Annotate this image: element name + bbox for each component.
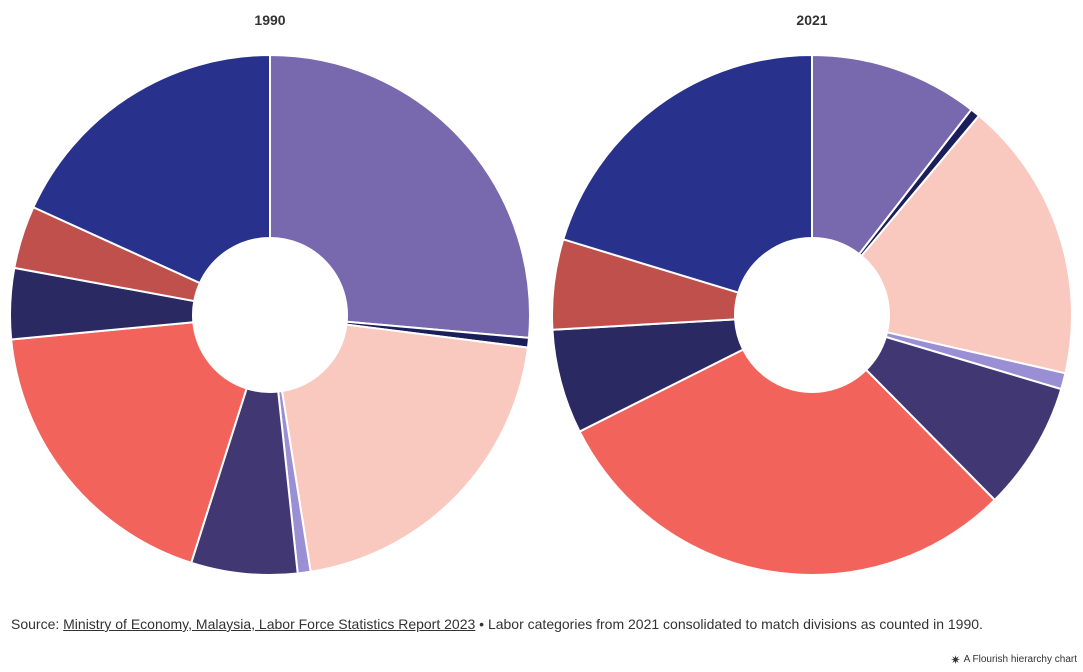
- source-link[interactable]: Ministry of Economy, Malaysia, Labor For…: [63, 616, 476, 632]
- pie-slice-2021-6[interactable]: [578, 348, 996, 576]
- chart-area: 1990 2021: [9, 12, 1073, 576]
- source-note: • Labor categories from 2021 consolidate…: [475, 616, 983, 632]
- source-prefix: Source:: [11, 616, 64, 632]
- flourish-credit[interactable]: ✷ A Flourish hierarchy chart: [950, 652, 1077, 667]
- credit-text: A Flourish hierarchy chart: [963, 654, 1077, 665]
- pie-slice-2021-3[interactable]: [860, 114, 1073, 375]
- source-footer: Source: Ministry of Economy, Malaysia, L…: [11, 616, 1071, 632]
- donut-charts: 1990 2021: [9, 12, 1073, 576]
- pie-slice-1990-9[interactable]: [32, 54, 271, 285]
- pie-slice-1990-3[interactable]: [281, 323, 529, 573]
- pie-slice-1990-1[interactable]: [269, 54, 531, 339]
- pie-slice-1990-6[interactable]: [10, 321, 248, 564]
- chart-title-2021: 2021: [796, 12, 827, 28]
- chart-title-1990: 1990: [254, 12, 285, 28]
- donut-2021: [551, 54, 1073, 576]
- flourish-asterisk-icon: ✷: [950, 652, 961, 667]
- pie-slice-2021-1[interactable]: [811, 54, 973, 256]
- pie-slice-2021-9[interactable]: [562, 54, 813, 294]
- donut-1990: [9, 54, 531, 576]
